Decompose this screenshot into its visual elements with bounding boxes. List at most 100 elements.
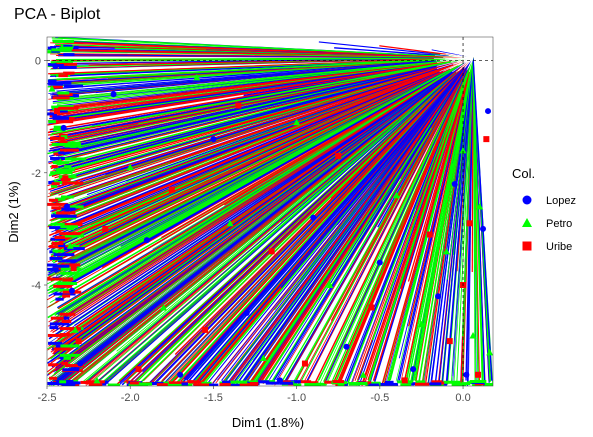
variable-arrow (47, 57, 474, 327)
variable-label-mark (55, 62, 78, 66)
variable-label-mark (384, 380, 394, 384)
variable-arrow (230, 57, 474, 384)
point-uribe (53, 108, 60, 115)
point-petro (56, 158, 64, 165)
point-lopez (52, 63, 59, 70)
variable-arrow (47, 57, 474, 380)
variable-arrow (472, 57, 484, 386)
variable-label-mark (53, 288, 71, 292)
variable-label-mark (246, 380, 258, 384)
variable-label-mark (49, 322, 70, 326)
variable-label-mark (482, 382, 493, 386)
variable-label-mark (59, 353, 80, 357)
variable-label-mark (60, 135, 68, 139)
variable-label-mark (199, 381, 212, 385)
variable-label-mark (56, 380, 63, 384)
variable-arrow (157, 57, 474, 386)
variable-arrow (459, 57, 474, 68)
legend-label-lopez: Lopez (546, 195, 576, 207)
point-uribe (235, 102, 242, 109)
variable-arrow (471, 45, 474, 58)
point-uribe (466, 220, 473, 227)
variable-arrow (169, 57, 474, 386)
variable-arrow (55, 57, 474, 367)
variable-label-mark (63, 53, 75, 57)
variable-arrow (306, 57, 474, 383)
variable-label-mark (56, 211, 76, 215)
variable-label-mark (62, 294, 71, 298)
variable-label-mark (129, 381, 141, 385)
variable-label-mark (63, 356, 72, 360)
variable-arrow (57, 57, 474, 325)
variable-label-mark (222, 380, 237, 384)
point-lopez (376, 259, 383, 266)
legend-key-uribe (522, 241, 532, 251)
variable-arrow (330, 57, 474, 321)
variable-label-mark (316, 382, 326, 386)
variable-label-mark (51, 48, 72, 52)
variable-arrow (240, 57, 474, 385)
variable-label-mark (47, 267, 59, 271)
variable-label-mark (64, 144, 82, 148)
variable-arrow (469, 57, 474, 72)
variable-label-mark (365, 381, 381, 385)
variable-label-mark (47, 277, 63, 281)
point-uribe (135, 366, 142, 373)
point-lopez (177, 371, 184, 378)
y-axis: 0 -2 -4 (31, 56, 47, 292)
point-petro (293, 118, 301, 126)
variable-label-mark (369, 383, 379, 386)
variable-label-mark (58, 244, 66, 248)
y-axis-label: Dim2 (1%) (6, 181, 21, 242)
variable-label-mark (62, 381, 81, 385)
origin-lines (47, 37, 493, 386)
variable-arrow (431, 57, 474, 381)
variable-label-mark (53, 347, 71, 351)
point-lopez (480, 225, 487, 232)
variable-label-mark (50, 222, 72, 226)
point-uribe (368, 304, 375, 311)
variable-label-mark (59, 327, 82, 331)
variable-arrow (367, 57, 474, 384)
variable-label-mark (57, 259, 77, 263)
variable-label-mark (50, 156, 67, 160)
variable-label-mark (49, 226, 67, 230)
variable-label-mark (64, 205, 84, 209)
variable-label-mark (332, 380, 345, 384)
point-uribe (335, 152, 342, 159)
point-petro (66, 242, 74, 249)
variable-label-mark (60, 344, 80, 348)
variable-arrow (221, 57, 474, 381)
variable-label-mark (53, 120, 74, 124)
point-uribe (401, 377, 408, 384)
x-tick-label: -2.5 (38, 392, 57, 404)
y-tick-label: -4 (31, 280, 41, 292)
variable-arrow (82, 57, 474, 382)
variable-arrow (48, 57, 474, 165)
variable-label-mark (50, 85, 63, 89)
point-uribe (75, 338, 82, 345)
variable-label-mark (55, 297, 64, 301)
variable-arrow (197, 57, 474, 384)
point-uribe (62, 175, 69, 182)
variable-label-mark (380, 382, 399, 386)
point-petro (469, 332, 477, 339)
variable-arrow (55, 44, 474, 59)
variable-arrow (464, 48, 474, 58)
variable-label-mark (53, 292, 76, 296)
variable-label-mark (294, 380, 301, 384)
variable-arrow (50, 57, 474, 250)
variable-arrow (245, 57, 474, 383)
point-lopez (60, 124, 67, 131)
variable-label-mark (62, 181, 84, 185)
variable-arrow (51, 57, 474, 90)
variable-label-mark (324, 380, 334, 384)
point-petro (392, 191, 400, 199)
variable-label-mark (60, 271, 80, 275)
variable-label-mark (59, 59, 73, 63)
x-tick-label: -1.0 (287, 392, 306, 404)
variable-label-mark (51, 206, 64, 210)
variable-label-mark (58, 227, 75, 231)
variable-label-mark (47, 263, 58, 267)
variable-label-mark (250, 382, 259, 386)
